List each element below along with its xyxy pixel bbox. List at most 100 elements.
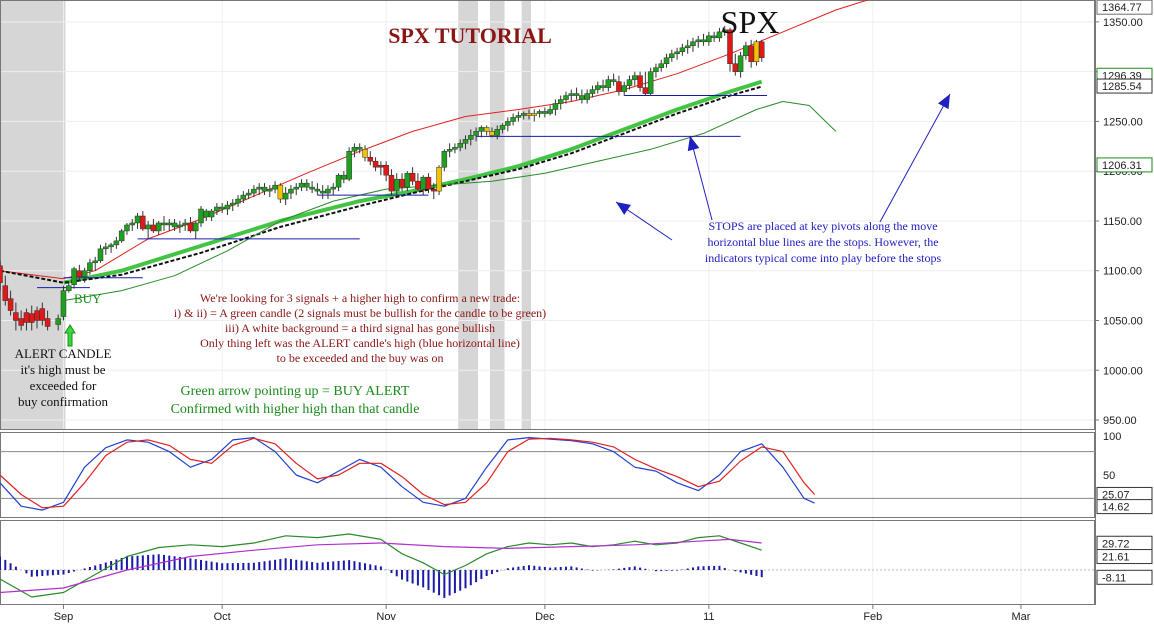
candle-body-28 [150, 224, 157, 232]
candle-body-78 [415, 180, 421, 190]
macd-badge-0: 29.72 [1102, 538, 1130, 550]
candle-body-75 [399, 178, 405, 188]
candle-body-138 [732, 63, 739, 72]
candle-body-116 [616, 81, 622, 92]
panel-border-0 [0, 0, 1095, 430]
candle-body-107 [568, 93, 575, 96]
candle-body-29 [155, 222, 162, 232]
alert-candle-note-3: buy confirmation [18, 394, 108, 409]
buy-alert-arrow-icon [64, 324, 76, 347]
macd-signal-line [0, 538, 762, 594]
candle-body-98 [520, 113, 527, 116]
candle-body-31 [166, 222, 173, 226]
candle-body-13 [71, 268, 77, 285]
candle-body-60 [319, 190, 326, 194]
candle-body-121 [642, 87, 649, 94]
candle-body-57 [304, 182, 310, 188]
candle-body-137 [727, 29, 733, 64]
stoch-d-line [0, 437, 816, 509]
candle-body-81 [431, 188, 437, 192]
candle-body-103 [547, 109, 553, 114]
candle-body-27 [145, 224, 151, 230]
stops-note-2: indicators typical come into play before… [705, 251, 942, 265]
panel-border-1 [0, 432, 1095, 518]
macd-badge-2: -8.11 [1102, 572, 1126, 584]
candle-body-63 [335, 174, 342, 188]
candle-body-82 [436, 166, 442, 192]
candle-body-68 [362, 149, 368, 158]
candle-body-55 [293, 186, 299, 190]
candle-body-3 [13, 312, 19, 321]
candle-body-62 [330, 186, 337, 190]
candle-body-90 [478, 127, 485, 132]
candle-body-104 [552, 103, 559, 110]
x-tick-label-3: Dec [535, 611, 555, 623]
candle-body-70 [372, 161, 379, 168]
candle-body-65 [346, 151, 352, 180]
candle-body-59 [314, 188, 321, 192]
macd-badge-1: 21.61 [1102, 552, 1130, 564]
price-badge-box-2 [1096, 78, 1153, 94]
candle-body-95 [505, 121, 511, 126]
candle-body-135 [716, 31, 723, 39]
candle-body-91 [483, 127, 490, 132]
stops-arrow-middle-icon [687, 136, 700, 152]
candle-body-56 [298, 182, 305, 188]
candle-body-34 [182, 222, 188, 226]
x-tick-label-4: 11 [703, 611, 714, 623]
stops-note-1: horizontal blue lines are the stops. How… [707, 235, 938, 249]
price-tick-label-8: 950.00 [1103, 415, 1137, 427]
candle-body-32 [171, 222, 178, 228]
candle-body-71 [378, 164, 384, 168]
candle-body-94 [499, 125, 506, 130]
candle-body-19 [103, 246, 109, 250]
candle-body-105 [557, 99, 564, 104]
candle-body-16 [87, 262, 93, 271]
price-badge-box-3 [1096, 157, 1153, 173]
candle-body-77 [409, 172, 416, 182]
candle-body-15 [81, 270, 88, 277]
candle-body-48 [256, 186, 262, 190]
candle-body-12 [66, 285, 72, 291]
candle-body-7 [34, 310, 40, 321]
candle-body-41 [219, 206, 225, 210]
candle-body-17 [92, 260, 98, 264]
shaded-period-3 [521, 0, 531, 430]
green-arrow-note-0: Green arrow pointing up = BUY ALERT [181, 384, 410, 399]
candle-body-10 [55, 318, 61, 325]
candle-body-83 [441, 151, 448, 168]
shaded-period-2 [489, 0, 505, 430]
candle-body-143 [758, 41, 765, 58]
candle-body-8 [39, 308, 46, 321]
candle-body-120 [637, 75, 643, 88]
candle-body-72 [383, 164, 389, 176]
candle-body-22 [118, 230, 125, 242]
signals-note-1: i) & ii) = A green candle (2 signals mus… [174, 306, 546, 320]
chart-title: SPX [721, 4, 780, 40]
candle-body-125 [663, 57, 670, 64]
candle-body-47 [251, 188, 257, 194]
alert-candle-note-0: ALERT CANDLE [15, 346, 112, 361]
stops-arrow-right-icon [938, 94, 950, 110]
candle-body-112 [595, 85, 601, 90]
candle-body-69 [367, 157, 374, 162]
candle-body-110 [584, 93, 590, 100]
green-arrow-note-1: Confirmed with higher high than that can… [171, 402, 420, 417]
chart-subtitle: SPX TUTORIAL [388, 23, 552, 48]
candle-body-30 [161, 222, 167, 226]
candle-body-14 [76, 270, 83, 277]
stops-arrow-left-icon [616, 202, 631, 215]
price-tick-label-4: 1150.00 [1103, 216, 1142, 228]
candle-body-136 [721, 29, 728, 33]
candle-body-117 [621, 85, 627, 92]
candle-body-101 [536, 111, 543, 114]
signals-note-3: Only thing left was the ALERT candle's h… [200, 336, 520, 350]
line-middle-avg [63, 79, 763, 285]
candle-body-109 [579, 95, 585, 100]
candle-body-124 [658, 63, 664, 68]
price-badge-0: 1364.77 [1102, 2, 1142, 14]
candle-body-126 [669, 53, 675, 58]
candle-body-50 [267, 188, 273, 192]
